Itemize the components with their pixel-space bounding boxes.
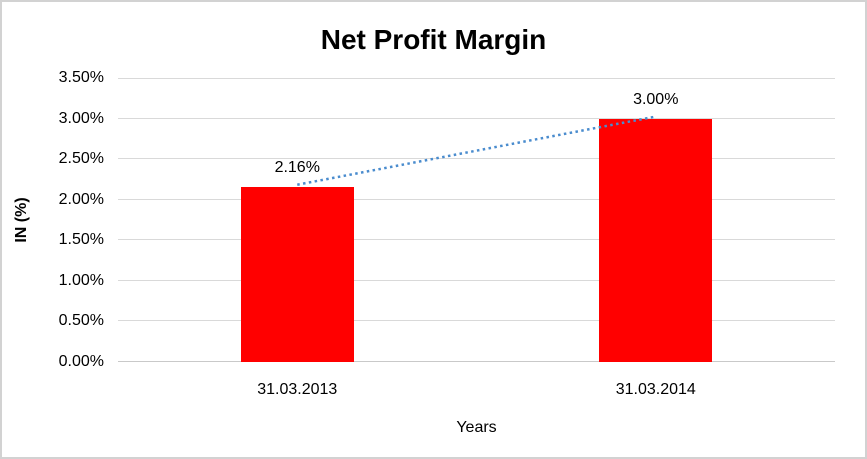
trendline: [297, 115, 656, 186]
x-axis-title: Years: [456, 419, 497, 436]
y-tick-label: 2.50%: [58, 150, 104, 168]
gridline: [118, 78, 835, 79]
y-tick-label: 1.50%: [58, 231, 104, 249]
y-tick-label: 0.50%: [58, 312, 104, 330]
gridline: [118, 239, 835, 240]
gridline: [118, 280, 835, 281]
gridline: [118, 320, 835, 321]
x-tick-label: 31.03.2014: [615, 381, 696, 398]
data-label: 2.16%: [274, 158, 320, 176]
y-tick-label: 0.00%: [58, 353, 104, 370]
plot-area: Years 0.00% 0.50% 1.00% 1.50% 2.00% 2.50% 3.00…: [59, 69, 835, 436]
bar: [599, 118, 713, 362]
x-axis-line: [118, 361, 835, 362]
gridline: [118, 199, 835, 200]
gridline: [118, 158, 835, 159]
y-tick-label: 1.00%: [58, 271, 104, 289]
chart-title: Net Profit Margin: [320, 24, 547, 55]
y-tick-label: 3.50%: [58, 69, 104, 86]
bar: [240, 186, 354, 362]
y-tick-label: 2.00%: [58, 190, 104, 208]
y-tick-label: 3.00%: [58, 109, 104, 127]
gridline: [118, 118, 835, 119]
data-label: 3.00%: [633, 90, 679, 108]
x-tick-label: 31.03.2013: [257, 381, 338, 398]
